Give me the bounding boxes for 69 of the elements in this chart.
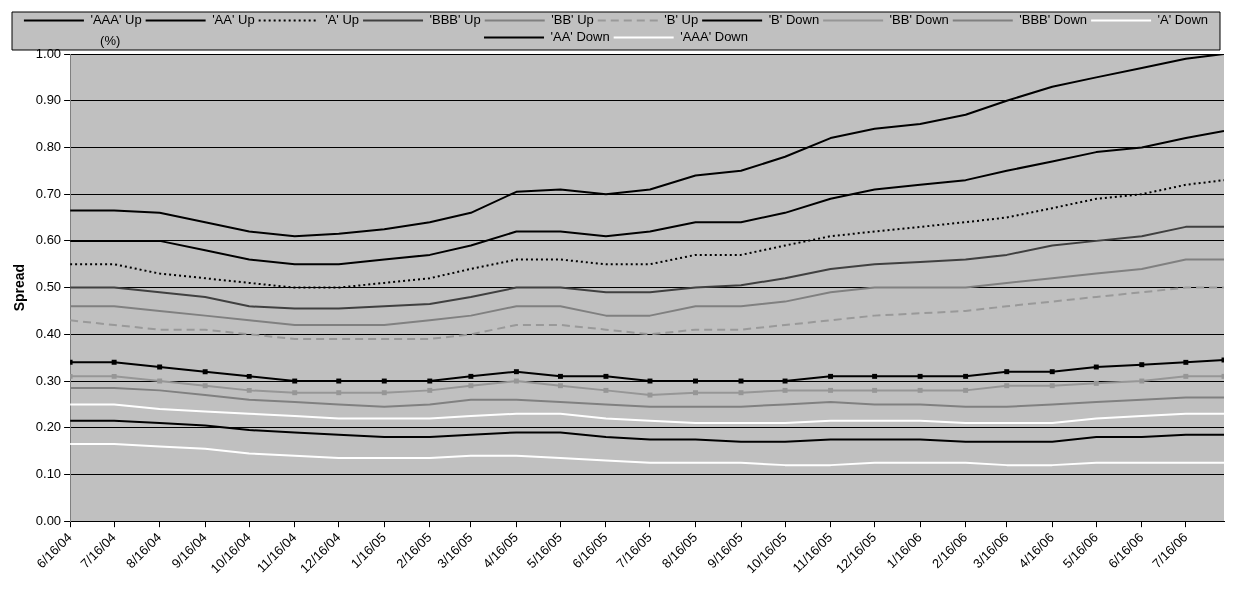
point: [557, 383, 563, 389]
point: [1139, 378, 1145, 384]
point: [963, 373, 969, 379]
point: [603, 373, 609, 379]
point: [336, 378, 342, 384]
point: [468, 383, 474, 389]
point: [603, 387, 609, 393]
y-tick-label: 1.00: [35, 45, 62, 61]
legend-label: 'BB' Up: [551, 12, 594, 28]
point: [381, 378, 387, 384]
legend-label: 'BBB' Down: [1019, 12, 1088, 28]
point: [1004, 369, 1010, 375]
y-tick-label: 0.80: [35, 139, 62, 155]
point: [157, 378, 163, 384]
y-tick-label: 0.40: [35, 325, 62, 341]
legend-label: 'AAA' Down: [680, 29, 748, 45]
point: [917, 373, 923, 379]
point: [336, 390, 342, 396]
point: [513, 369, 519, 375]
point: [828, 373, 834, 379]
point: [246, 373, 252, 379]
point: [557, 373, 563, 379]
point: [202, 369, 208, 375]
y-tick-label: 0.50: [35, 279, 62, 295]
y-tick-label: 0.20: [35, 419, 62, 435]
y-tick-label: 0.70: [35, 185, 62, 201]
legend-label: 'AA' Up: [212, 12, 255, 28]
y-tick-label: 0.90: [35, 92, 62, 108]
legend-label: 'A' Up: [325, 12, 360, 28]
legend-label: 'AA' Down: [550, 29, 610, 45]
y-tick-label: 0.10: [35, 466, 62, 482]
point: [693, 378, 698, 384]
point: [427, 378, 433, 384]
point: [292, 390, 298, 396]
point: [917, 387, 923, 393]
point: [292, 378, 298, 384]
point: [381, 390, 387, 396]
point: [1183, 373, 1189, 379]
point: [782, 378, 788, 384]
legend-label: 'BBB' Up: [429, 12, 481, 28]
point: [1093, 380, 1099, 386]
y-tick-label: 0.00: [35, 512, 62, 528]
point: [246, 387, 252, 393]
point: [872, 373, 878, 379]
point: [693, 390, 698, 396]
point: [468, 373, 474, 379]
point: [202, 383, 208, 389]
point: [1183, 359, 1189, 365]
point: [1049, 383, 1055, 389]
text: (%): [100, 33, 121, 49]
point: [872, 387, 878, 393]
y-axis-title: Spread: [11, 263, 28, 312]
point: [111, 373, 117, 379]
legend-label: 'A' Down: [1157, 12, 1209, 28]
legend-label: 'BB' Down: [889, 12, 949, 28]
point: [782, 387, 788, 393]
point: [963, 387, 969, 393]
point: [513, 378, 519, 384]
legend-label: 'B' Down: [768, 12, 820, 28]
point: [1004, 383, 1010, 389]
point: [1049, 369, 1055, 375]
point: [427, 387, 433, 393]
legend-label: 'AAA' Up: [90, 12, 142, 28]
legend-label: 'B' Up: [664, 12, 699, 28]
y-tick-label: 0.30: [35, 372, 62, 388]
point: [111, 359, 117, 365]
point: [828, 387, 834, 393]
point: [1139, 362, 1145, 368]
y-tick-label: 0.60: [35, 232, 62, 248]
